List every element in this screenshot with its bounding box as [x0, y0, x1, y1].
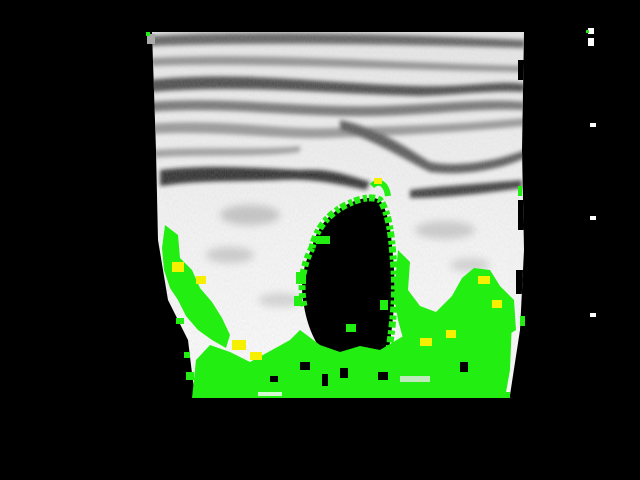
depth-marker-3	[590, 313, 596, 317]
depth-marker-1	[590, 123, 596, 127]
color-overlay	[162, 178, 525, 398]
orientation-marker	[147, 34, 155, 44]
depth-marker-2	[590, 216, 596, 220]
depth-marker-0	[586, 28, 594, 46]
deep-tissue-texture	[206, 205, 490, 307]
